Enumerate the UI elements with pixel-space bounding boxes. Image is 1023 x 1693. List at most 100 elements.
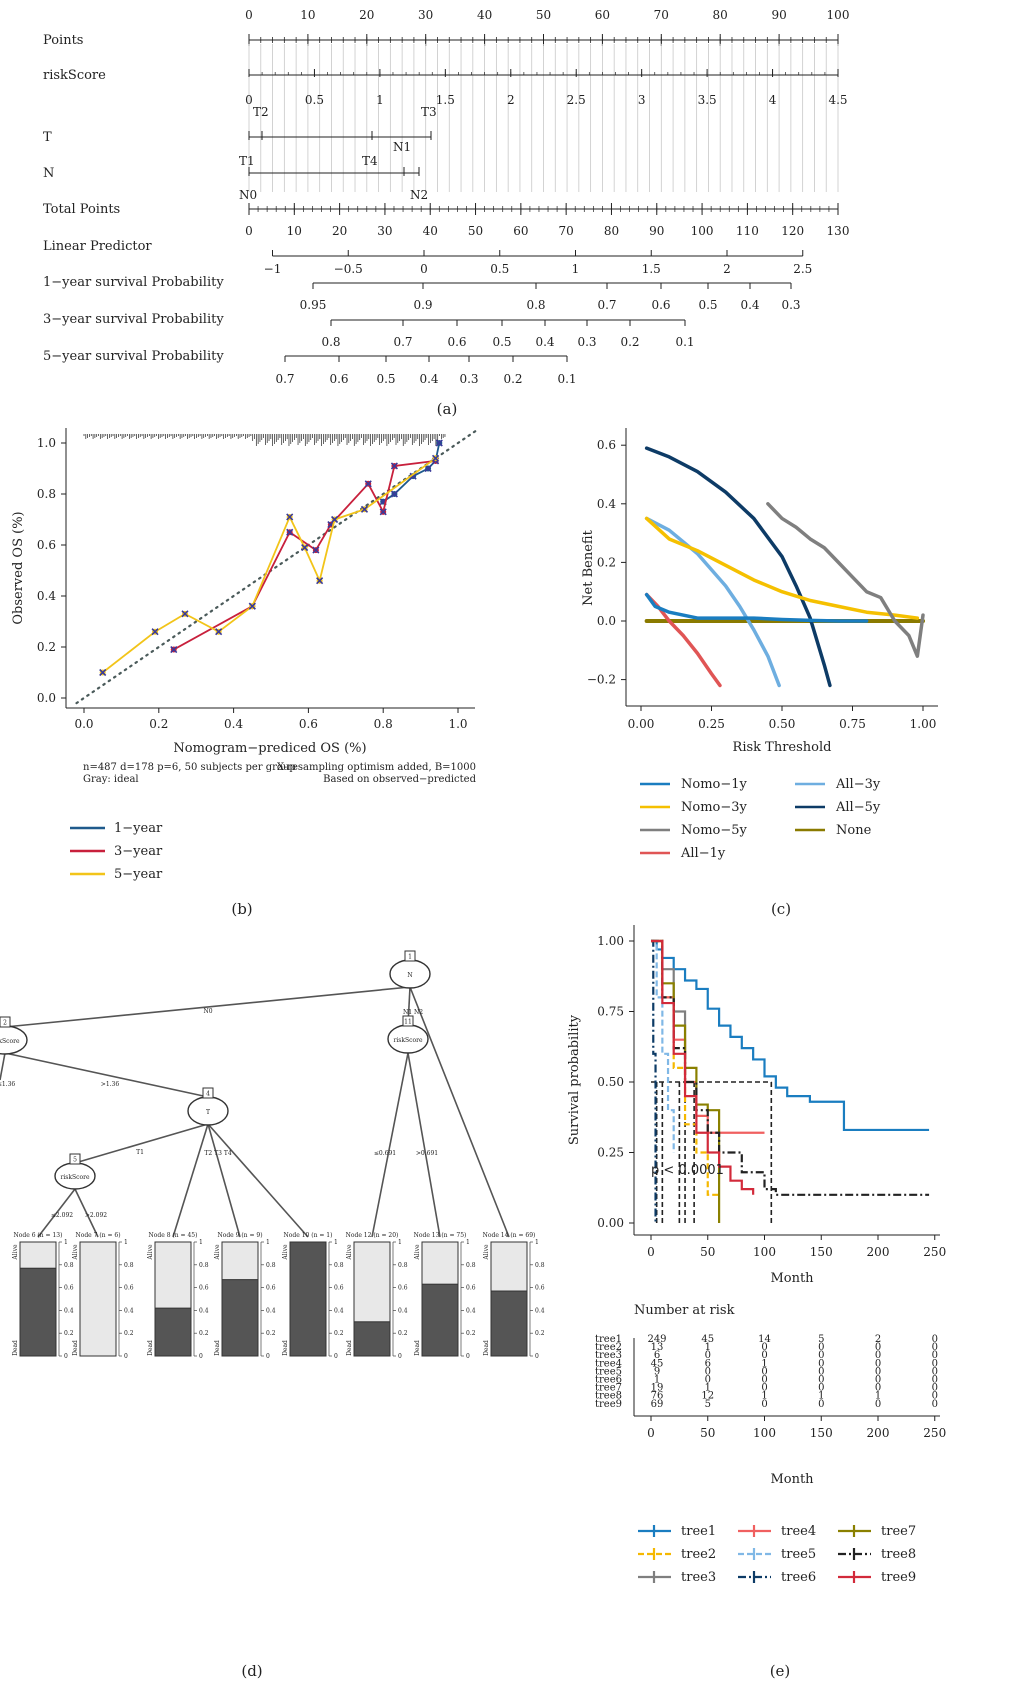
terminal-axis-tick-label: 0.6 — [334, 1285, 344, 1292]
risk-table-count: 0 — [875, 1350, 881, 1361]
tree-edge — [74, 1188, 99, 1238]
terminal-axis-tick-label: 0 — [334, 1353, 338, 1360]
risk-table-count: 0 — [818, 1366, 824, 1377]
tree-node-label: N — [407, 972, 412, 979]
risk-table-row-name: tree6 — [595, 1375, 622, 1386]
terminal-bar-dead — [421, 1283, 459, 1357]
km-legend-label: tree4 — [781, 1524, 816, 1539]
risk-table-title: Number at risk — [634, 1303, 735, 1318]
calib-y-tick-label: 0.8 — [37, 487, 56, 501]
calib-y-tick-label: 0.6 — [37, 538, 56, 552]
risk-table-count: 5 — [818, 1334, 824, 1345]
terminal-bar-dead — [289, 1241, 327, 1357]
terminal-dead-label: Dead — [147, 1340, 154, 1356]
tree-edge-label: N0 — [203, 1008, 212, 1015]
terminal-axis-tick-label: 1 — [334, 1239, 338, 1246]
terminal-alive-label: Alive — [72, 1244, 79, 1261]
risk-table-count: 1 — [705, 1383, 711, 1394]
terminal-axis-tick-label: 0.6 — [466, 1285, 476, 1292]
tree-edge — [4, 1052, 209, 1098]
five-year-prob-tick-label: 0.3 — [459, 372, 478, 386]
terminal-axis-tick-label: 1 — [535, 1239, 539, 1246]
km-legend-label: tree7 — [881, 1524, 916, 1539]
dca-series-line — [644, 592, 869, 623]
calib-x-marker — [424, 464, 432, 473]
tree-node-id: 1 — [408, 954, 412, 961]
terminal-dead-label: Dead — [12, 1340, 19, 1356]
dca-series-line — [644, 446, 832, 688]
nomogram-row-label: N — [43, 166, 54, 181]
nomogram-row-label: riskScore — [43, 68, 106, 83]
calib-y-label: Observed OS (%) — [11, 511, 26, 624]
terminal-axis-tick-label: 0.4 — [64, 1307, 74, 1314]
panel-label-e: (e) — [770, 1662, 791, 1680]
calib-series-line — [102, 457, 437, 674]
riskscore-tick-label: 0 — [245, 93, 253, 107]
dca-legend-label: All−5y — [835, 800, 881, 815]
terminal-axis-tick-label: 0.4 — [199, 1307, 209, 1314]
total-points-tick-label: 130 — [827, 224, 850, 238]
calib-y-tick-label: 0.0 — [37, 691, 56, 705]
risk-table-count: 0 — [932, 1350, 938, 1361]
risk-table-count: 0 — [705, 1375, 711, 1386]
risk-table-count: 13 — [651, 1342, 664, 1353]
riskscore-tick-label: 3 — [638, 93, 646, 107]
calib-x-marker — [312, 546, 320, 554]
risk-table-count: 0 — [818, 1383, 824, 1394]
calib-x-marker — [390, 490, 398, 498]
tree-edge-label: >0.691 — [416, 1150, 438, 1157]
terminal-axis-tick-label: 0.6 — [266, 1285, 276, 1292]
risk-table-count: 1 — [705, 1342, 711, 1353]
points-tick-label: 90 — [771, 8, 786, 22]
risk-table-count: 0 — [761, 1399, 767, 1410]
calib-x-tick-label: 1.0 — [448, 717, 467, 731]
km-x-tick-label: 150 — [810, 1245, 833, 1259]
tree-edge-label: T2 T3 T4 — [204, 1150, 231, 1157]
dca-x-label: Risk Threshold — [733, 740, 832, 755]
terminal-axis-tick-label: 0.8 — [398, 1262, 408, 1269]
km-legend-label: tree2 — [681, 1547, 716, 1562]
total-points-tick-label: 70 — [559, 224, 574, 238]
risk-table-count: 9 — [654, 1366, 660, 1377]
terminal-bar-dead — [154, 1307, 192, 1357]
dca-series-line — [644, 516, 781, 688]
linear-predictor-tick-label: 2.5 — [793, 262, 812, 276]
calib-x-tick-label: 0.0 — [74, 717, 93, 731]
riskscore-tick-label: 2 — [507, 93, 515, 107]
points-tick-label: 30 — [418, 8, 433, 22]
nomogram-row-label: 3−year survival Probability — [43, 312, 224, 327]
total-points-tick-label: 0 — [245, 224, 253, 238]
three-year-prob-tick-label: 0.5 — [492, 335, 511, 349]
terminal-axis-tick-label: 0.2 — [199, 1330, 209, 1337]
panel-label-c: (c) — [771, 900, 791, 918]
calib-x-marker — [360, 505, 369, 513]
tree-edge-label: >1.36 — [101, 1081, 120, 1088]
terminal-bar-alive — [79, 1241, 117, 1357]
risk-table-count: 0 — [932, 1334, 938, 1345]
calib-x-tick-label: 0.4 — [224, 717, 243, 731]
calib-x-marker — [248, 602, 256, 610]
total-points-tick-label: 30 — [377, 224, 392, 238]
panel-label-a: (a) — [437, 400, 458, 418]
calib-footnote: Based on observed−predicted — [323, 774, 476, 785]
tree-edge-label: N1 N2 — [403, 1009, 423, 1016]
terminal-axis-tick-label: 0.6 — [124, 1285, 134, 1292]
tree-edge-label: ≤1.36 — [0, 1081, 15, 1088]
risk-table-count: 0 — [932, 1391, 938, 1402]
dca-y-label: Net Benefit — [581, 529, 596, 605]
panel-label-d: (d) — [241, 1662, 262, 1680]
risk-table-count: 0 — [932, 1383, 938, 1394]
calib-x-marker — [331, 515, 339, 524]
nomogram-row-label: Linear Predictor — [43, 239, 152, 254]
km-x-tick-label: 250 — [923, 1245, 946, 1259]
tree-node-id: 4 — [206, 1091, 210, 1098]
nomogram-row-label: T — [43, 130, 52, 145]
terminal-node-title: Node 13 (n = 75) — [414, 1232, 467, 1239]
calib-x-marker — [390, 462, 398, 470]
risk-table-count: 249 — [647, 1334, 666, 1345]
tree-node-id-box — [0, 1016, 11, 1028]
calib-legend-label: 3−year — [114, 844, 163, 859]
n-level-label: N1 — [393, 140, 411, 154]
nomogram-row-label: 1−year survival Probability — [43, 275, 224, 290]
risk-table-row-name: tree7 — [595, 1383, 622, 1394]
